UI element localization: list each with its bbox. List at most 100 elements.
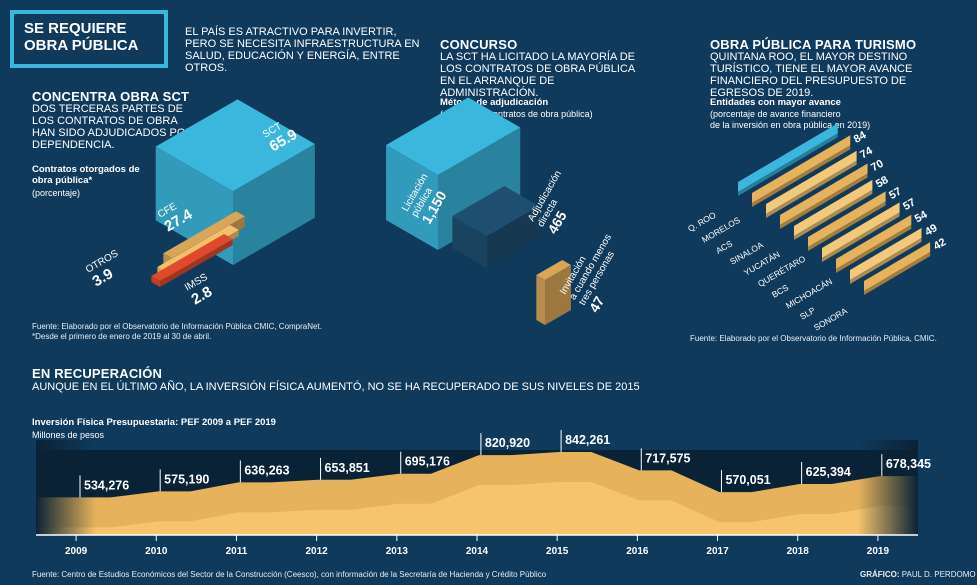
step-edge-sonora (864, 252, 931, 295)
step-acs (766, 150, 857, 214)
step-bcs (822, 202, 900, 258)
value-morelos: 84 (852, 129, 869, 146)
intro-text: EL PAÍS ES ATRACTIVO PARA INVERTIR, PERO… (185, 26, 420, 74)
step-edge-queretaro (808, 201, 886, 251)
tick-label-2019: 2019 (867, 546, 890, 557)
value-label-2015: 842,261 (565, 433, 610, 447)
recuperacion-subtitle: Inversión Física Presupuestaria: PEF 200… (32, 417, 276, 428)
turismo-subtitle: Entidades con mayor avance (710, 97, 841, 108)
bar-imss-top (157, 225, 239, 272)
value-label-2011: 636,263 (244, 463, 289, 477)
step-edge-acs (766, 160, 857, 218)
credit-name: PAUL D. PERDOMO (901, 570, 976, 579)
turismo-source: Fuente: Elaborado por el Observatorio de… (690, 334, 937, 343)
value-sonora: 42 (932, 236, 949, 253)
area-fade-left (36, 440, 96, 535)
concurso-subtitle: Método de adjudicación (440, 97, 549, 108)
block-invitacion-a-cuando-menos-tres-personas-front (545, 265, 571, 325)
label-otros: OTROS3.9 (84, 248, 129, 290)
tick-label-2013: 2013 (386, 546, 409, 557)
step-queretaro (808, 191, 886, 247)
concurso-chart: Licitaciónpública1,150 Adjudicacióndirect… (386, 97, 617, 325)
category-slp: SLP (798, 305, 817, 322)
sct-heading: CONCENTRA OBRA SCT (32, 89, 190, 104)
turismo-heading: OBRA PÚBLICA PARA TURISMO (710, 37, 917, 52)
category-sonora: SONORA (812, 305, 849, 332)
step-edge-sinaloa (780, 173, 868, 229)
block-licitacion-publica-top (386, 97, 521, 175)
credit-label: GRÁFICO: (860, 570, 900, 579)
step-slp (850, 227, 922, 280)
turismo-text: QUINTANA ROO, EL MAYOR DESTINO TURÍSTICO… (710, 51, 913, 99)
sct-subtitle: Contratos otorgados de obra pública* (32, 164, 140, 186)
value-label-2010: 575,190 (164, 472, 209, 486)
tick-label-2010: 2010 (145, 546, 168, 557)
tick-label-2018: 2018 (787, 546, 810, 557)
value-label-2017: 570,051 (725, 473, 770, 487)
graphic-credit: GRÁFICO: PAUL D. PERDOMO (860, 570, 976, 580)
bar-sct (155, 99, 315, 265)
turismo-unit-1: (porcentaje de avance financiero (710, 109, 841, 119)
block-licitacion-publica-side (386, 145, 438, 250)
value-slp: 49 (923, 222, 940, 239)
value-queretaro: 57 (887, 185, 904, 202)
tick-label-2017: 2017 (706, 546, 729, 557)
value-label-2013: 695,176 (405, 455, 450, 469)
bar-otros (151, 234, 233, 287)
bar-otros-top (151, 234, 233, 281)
step-sinaloa (780, 163, 868, 225)
title-line-2: OBRA PÚBLICA (24, 37, 139, 54)
tick-label-2009: 2009 (65, 546, 88, 557)
bar-cfe-top (163, 211, 245, 259)
recuperacion-heading: EN RECUPERACIÓN (32, 366, 163, 381)
area-fade-right (858, 440, 918, 535)
block-adjudicacion-directa-top (452, 186, 539, 236)
sct-note: *Desde el primero de enero de 2019 al 30… (32, 332, 212, 341)
step-edge-slp (850, 237, 922, 284)
concurso-unit: (número de contratos de obra pública) (440, 109, 593, 119)
bar-sct-top (155, 99, 315, 192)
concurso-text: LA SCT HA LICITADO LA MAYORÍA DE LOS CON… (440, 51, 636, 99)
step-michoacan (836, 214, 912, 269)
value-bcs: 57 (901, 196, 918, 213)
recuperacion-text: AUNQUE EN EL ÚLTIMO AÑO, LA INVERSIÓN FÍ… (32, 381, 640, 393)
value-q-roo: 86 (779, 129, 803, 153)
block-invitacion-a-cuando-menos-tres-personas (536, 260, 571, 325)
step-sonora (864, 242, 931, 291)
sct-text: DOS TERCERAS PARTES DE LOS CONTRATOS DE … (32, 103, 194, 151)
step-morelos (752, 135, 851, 203)
area-inner (36, 482, 918, 535)
bar-sct-front (233, 143, 315, 265)
step-edge-morelos (752, 145, 851, 207)
block-adjudicacion-directa-side (452, 216, 487, 268)
tick-label-2015: 2015 (546, 546, 569, 557)
step-edge-bcs (822, 212, 900, 262)
recuperacion-source: Fuente: Centro de Estudios Económicos de… (32, 570, 547, 579)
value-michoacan: 54 (913, 208, 930, 225)
category-michoacan: MICHOACÁN (784, 276, 834, 311)
tick-label-2014: 2014 (466, 546, 489, 557)
bar-otros-side (151, 276, 160, 287)
value-label-2016: 717,575 (645, 451, 690, 465)
concurso-heading: CONCURSO (440, 37, 518, 52)
value-acs: 74 (858, 144, 875, 161)
value-label-2018: 625,394 (806, 465, 851, 479)
block-invitacion-a-cuando-menos-tres-personas-side (536, 275, 545, 325)
sct-source: Fuente: Elaborado por el Observatorio de… (32, 322, 322, 331)
value-sinaloa: 70 (869, 158, 886, 175)
step-edge-yucatan (794, 189, 873, 240)
step-edge-michoacan (836, 224, 912, 273)
inversion-area-chart: 2009 534,276 2010 575,190 2011 636,263 2012 653… (36, 430, 931, 557)
label-invitacion-line-3: 47 (586, 293, 608, 315)
tick-label-2011: 2011 (226, 546, 248, 557)
block-invitacion-a-cuando-menos-tres-personas-top (536, 260, 571, 280)
value-label-2014: 820,920 (485, 436, 530, 450)
value-label-2012: 653,851 (325, 461, 370, 475)
block-adjudicacion-directa (452, 186, 539, 268)
title-line-1: SE REQUIERE (24, 20, 127, 37)
sct-unit: (porcentaje) (32, 188, 81, 198)
title-box: SE REQUIERE OBRA PÚBLICA (10, 10, 168, 68)
value-label-2019: 678,345 (886, 457, 931, 471)
step-yucatan (794, 179, 873, 236)
